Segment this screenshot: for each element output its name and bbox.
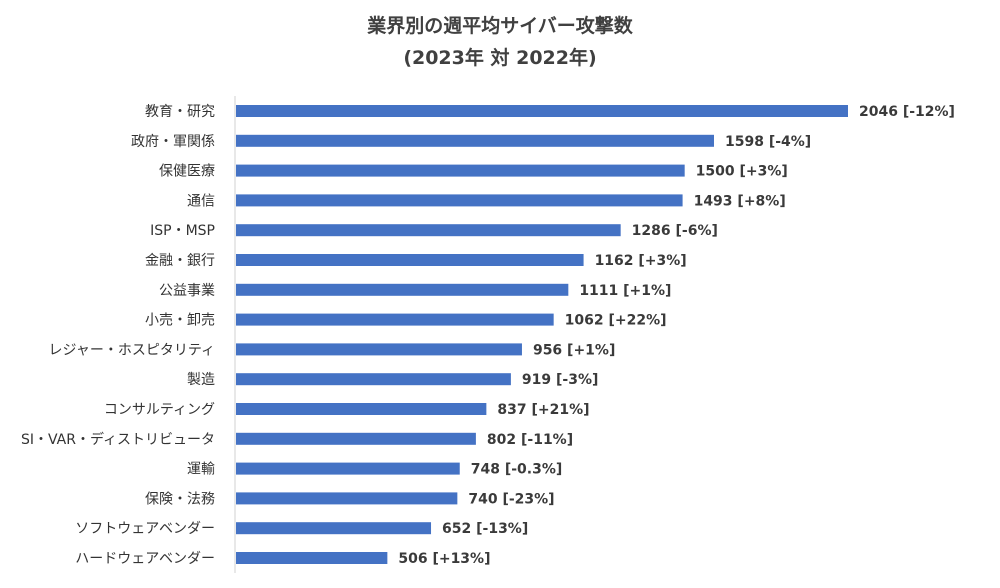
bar [236,492,458,505]
data-label: 802 [-11%] [487,432,573,448]
bar [236,552,388,564]
data-label: 1062 [+22%] [565,313,667,329]
category-label: レジャー・ホスピタリティ [49,342,215,358]
data-label: 837 [+21%] [497,402,589,418]
data-label: 956 [+1%] [533,342,615,358]
bar [236,194,683,207]
bar [236,403,487,415]
data-label: 748 [-0.3%] [471,462,563,478]
bar [236,164,685,177]
category-label: 保健医療 [159,163,215,180]
category-label: ソフトウェアベンダー [75,521,215,537]
category-label: 製造 [187,372,215,388]
bar [236,224,621,237]
category-label: 教育・研究 [145,104,215,120]
bar [236,522,432,535]
category-label: 小売・卸売 [145,313,215,329]
data-label: 1500 [+3%] [696,164,788,180]
category-label: コンサルティング [104,402,215,418]
bar [236,283,569,296]
data-label: 1493 [+8%] [694,193,786,209]
data-label: 1111 [+1%] [579,283,671,299]
category-label: 政府・軍関係 [131,134,215,150]
category-label: 保険・法務 [145,491,215,507]
bar [236,432,476,445]
bar [236,134,714,147]
data-label: 740 [-23%] [468,491,554,507]
data-label: 919 [-3%] [522,372,598,388]
bar [236,313,554,326]
chart-subtitle: (2023年 対 2022年) [403,47,597,69]
data-label: 506 [+13%] [398,551,490,567]
category-label: 通信 [187,193,215,209]
category-label: 金融・銀行 [145,253,215,269]
data-label: 1598 [-4%] [725,134,811,150]
bar [236,343,522,356]
chart-title-line: 業界別の週平均サイバー攻撃数 [367,15,633,37]
bar [236,373,511,386]
bar [236,254,584,266]
category-label: ハードウェアベンダー [75,551,215,567]
data-label: 652 [-13%] [442,521,528,537]
category-label: 運輸 [187,462,215,478]
data-label: 2046 [-12%] [859,104,955,120]
bar [236,105,848,117]
category-label: 公益事業 [159,283,215,299]
category-label: SI・VAR・ディストリビュータ [21,431,215,448]
data-label: 1286 [-6%] [632,223,718,239]
data-label: 1162 [+3%] [595,253,687,269]
bar [236,462,460,475]
category-label: ISP・MSP [150,223,215,239]
